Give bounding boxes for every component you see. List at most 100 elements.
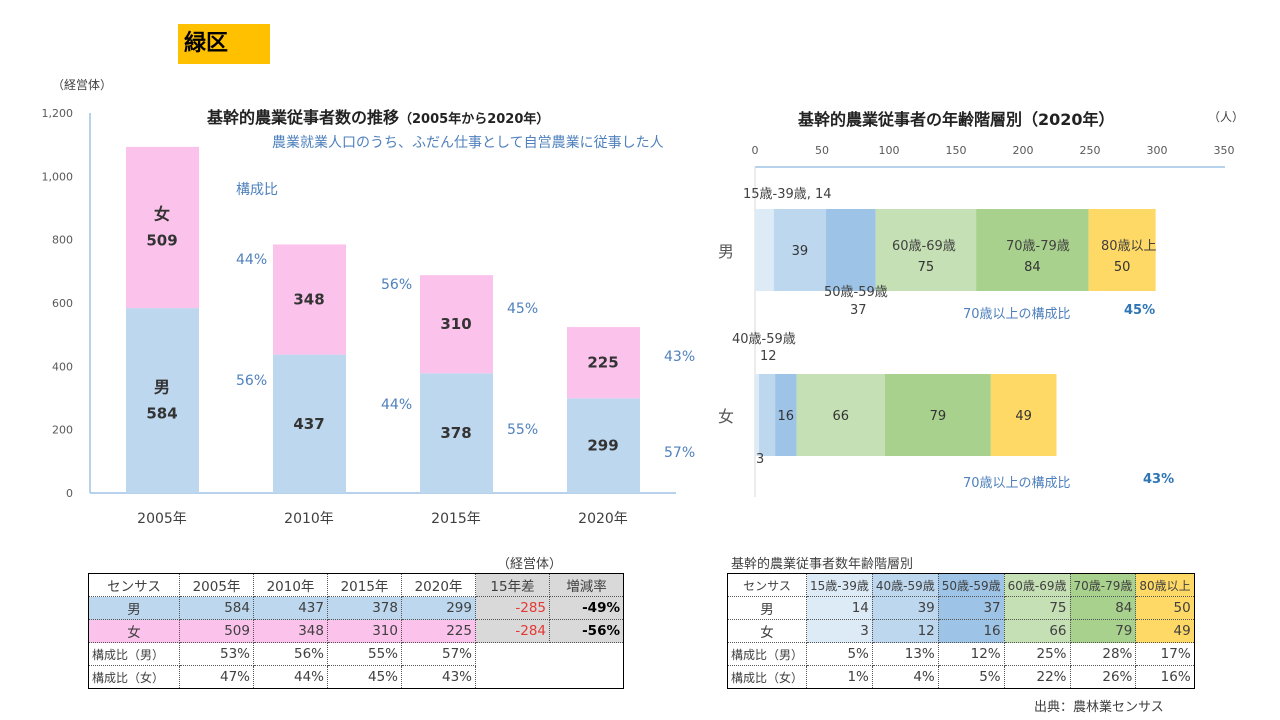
x-tick-label: 0 [752,144,759,157]
bar-value: 39 [792,244,809,259]
label-50-59-male: 50歳-59歳 [824,285,888,300]
category-label: 男 [718,242,734,261]
table-cell: 4% [871,665,939,689]
bar-segment [990,374,1057,456]
bar-segment [773,209,827,291]
table-cell: 女 [726,619,808,643]
bar-value: 50 [1114,260,1131,275]
value-50-59-male: 37 [850,303,867,318]
ratio-2015-male: 55% [507,422,539,438]
x-axis-unit: （人） [1208,110,1245,124]
header-cell: 50歳-59歳 [937,573,1005,597]
series-label: 女 [154,204,170,223]
table-cell: 16% [1135,665,1195,689]
table-row: 男 14 39 37 75 84 50 [726,596,1195,620]
table-cell: 348 [253,619,328,643]
value-15-39-female: 3 [756,452,765,467]
bar-value: 378 [440,424,471,442]
header-cell: センサス [88,573,180,597]
table-cell: 437 [253,596,328,620]
table-cell: 26% [1069,665,1137,689]
table-cell: 25% [1003,642,1071,666]
bar-value: 310 [440,315,471,333]
table-cell: 5% [937,665,1005,689]
table-cell: 75 [1003,596,1071,620]
header-cell: 15歳-39歳 [806,573,873,597]
bar-segment [976,209,1089,291]
header-cell: 2005年 [179,573,254,597]
over70-female: 43% [1143,472,1175,487]
table-cell: 44% [253,665,328,689]
table-cell: 310 [327,619,402,643]
table-cell: 49 [1135,619,1195,643]
ratio-2010b-female: 56% [381,277,413,293]
table-cell: 14 [806,596,873,620]
ratio-2020-male: 57% [664,445,696,461]
bar-segment [826,209,876,291]
right-chart: 0 50 100 150 200 250 300 350 男 39 75 84 50 女 16 66 79 49 [718,144,1235,497]
table-cell: 男 [88,596,180,620]
table-cell: 47% [179,665,254,689]
bar-value: 584 [146,405,177,423]
table-row: 女 509 348 310 225 -284 -56% [88,619,624,643]
right-table: センサス 15歳-39歳 40歳-59歳 50歳-59歳 60歳-69歳 70歳-79歳 8… [726,573,1195,689]
left-chart: 0 200 400 600 800 1,000 1,200 584 男 509 女 2005年 437 3… [42,107,676,527]
table-cell: 22% [1003,665,1071,689]
table-cell: 55% [327,642,402,666]
table-cell: 12% [937,642,1005,666]
bar-value: 79 [930,409,947,424]
label-15-39-male: 15歳-39歳, 14 [743,187,832,202]
y-tick-label: 600 [52,297,73,310]
table-cell: 28% [1069,642,1137,666]
title-main: 基幹的農業従事者数の推移 [207,108,400,127]
bar-female [126,146,199,309]
table-cell: 509 [179,619,254,643]
label-60-69-male: 60歳-69歳 [892,239,956,254]
category-label: 女 [718,407,734,426]
ratio-2010-male: 56% [236,373,268,389]
x-tick-label: 50 [815,144,829,157]
table-cell: 17% [1135,642,1195,666]
table-cell: 50 [1135,596,1195,620]
header-cell: 15年差 [475,573,550,597]
table-cell: 13% [871,642,939,666]
bar-value: 299 [587,437,618,455]
table-row: 男 584 437 378 299 -285 -49% [88,596,624,620]
y-tick-label: 200 [52,424,73,437]
y-tick-label: 400 [52,360,73,373]
table-cell: 37 [937,596,1005,620]
bar-male [273,354,346,493]
category-label: 2010年 [284,511,334,527]
y-tick-label: 0 [66,487,73,500]
table-row: 構成比（女） 1% 4% 5% 22% 26% 16% [726,665,1195,689]
series-label: 男 [154,378,170,397]
table-cell: -285 [475,596,550,620]
table-cell: -56% [549,619,624,643]
table-cell: 45% [327,665,402,689]
header-cell: 2015年 [327,573,402,597]
table-cell: 12 [871,619,939,643]
label-80-male: 80歳以上 [1101,239,1157,254]
category-label: 2015年 [431,511,481,527]
label-40-59-female: 40歳-59歳 [732,332,796,347]
header-cell: 70歳-79歳 [1069,573,1137,597]
source: 出典：農林業センサス [1034,700,1164,715]
table-row: 構成比（男） 5% 13% 12% 25% 28% 17% [726,642,1195,666]
bar-segment [759,374,776,456]
x-tick-label: 300 [1147,144,1168,157]
table-cell: 男 [726,596,808,620]
x-tick-label: 350 [1214,144,1235,157]
left-chart-title: 基幹的農業従事者数の推移（2005年から2020年） [207,104,549,128]
label-70-79-male: 70歳-79歳 [1006,239,1070,254]
bar-segment [796,374,885,456]
bar-value: 225 [587,354,618,372]
table-cell: 66 [1003,619,1071,643]
table-cell: -284 [475,619,550,643]
table-cell: 39 [871,596,939,620]
bar-female [567,327,640,399]
y-axis-unit: （経営体） [52,78,113,92]
bar-male [420,373,493,493]
bar-value: 348 [293,291,324,309]
header-cell: センサス [726,573,808,597]
category-label: 2005年 [137,511,187,527]
